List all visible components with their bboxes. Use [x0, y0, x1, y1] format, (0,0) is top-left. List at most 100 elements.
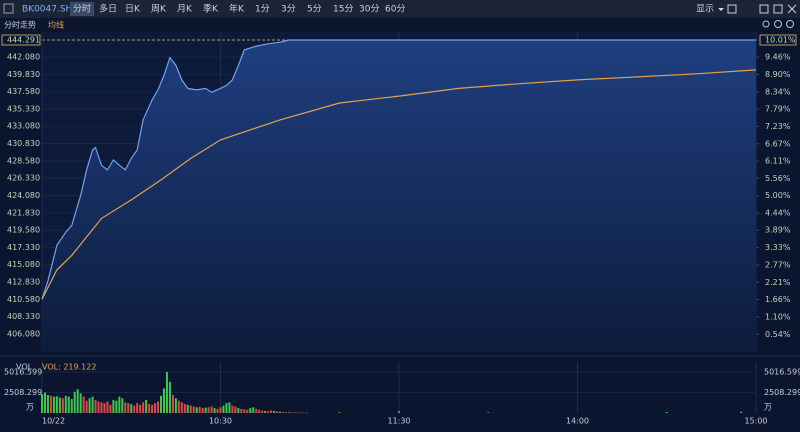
volume-bar — [204, 407, 207, 413]
y-tick-label: 417.330 — [7, 243, 40, 252]
volume-bar — [186, 404, 189, 413]
stock-code: BK0047.SH — [22, 5, 72, 15]
volume-bar — [189, 405, 192, 413]
tab[interactable]: 60分 — [385, 4, 405, 15]
y-tick-label: 442.080 — [7, 53, 40, 62]
volume-bar — [118, 396, 121, 413]
volume-bar — [121, 398, 124, 413]
tab[interactable]: 月K — [177, 4, 193, 15]
volume-bar — [73, 391, 76, 413]
y2-tick-label: 2.21% — [765, 278, 791, 287]
active-tab-bg — [70, 2, 94, 16]
volume-bar — [198, 406, 201, 413]
close-icon[interactable] — [787, 4, 797, 14]
y-tick-label: 406.080 — [7, 329, 40, 338]
volume-bar — [249, 408, 252, 413]
volume-bar — [79, 393, 82, 413]
vol-tick-label: 5016.599 — [4, 367, 42, 376]
menu-icon[interactable] — [3, 3, 14, 14]
checkbox-icon[interactable] — [727, 4, 737, 14]
volume-bar — [290, 412, 293, 413]
volume-bar — [49, 395, 52, 413]
max-icon[interactable] — [773, 4, 783, 14]
volume-bar — [160, 395, 162, 413]
volume-bar — [299, 412, 302, 414]
tab[interactable]: 3分 — [281, 4, 296, 15]
volume-bar — [82, 396, 85, 413]
vol-tick-label: 2508.299 — [4, 388, 42, 397]
volume-bar — [305, 412, 308, 414]
volume-bar — [88, 398, 91, 413]
volume-bar — [94, 399, 97, 413]
vol-label: VOL: 219.122 — [42, 363, 96, 372]
volume-bar — [109, 404, 112, 413]
toolbar — [0, 0, 800, 18]
y2-tick-label: 1.10% — [765, 312, 791, 321]
volume-bar — [222, 405, 225, 413]
tab[interactable]: 周K — [151, 4, 167, 15]
y2-tick-label: 1.66% — [765, 295, 791, 304]
y2-tick-label: 4.44% — [765, 209, 791, 218]
reset-icon[interactable] — [762, 20, 770, 28]
volume-bar — [171, 394, 174, 413]
volume-bar — [487, 412, 490, 413]
tab[interactable]: 15分 — [333, 4, 353, 15]
volume-bar — [165, 372, 168, 413]
volume-bar — [55, 396, 58, 413]
volume-bar — [124, 402, 127, 413]
volume-bar — [216, 408, 219, 413]
y-tick-label: 424.080 — [7, 191, 40, 200]
volume-bar — [270, 410, 273, 413]
volume-bar — [46, 394, 49, 413]
vol-unit: 万 — [764, 403, 772, 412]
legend-entry: 均线 — [48, 20, 64, 30]
tab[interactable]: 多日 — [99, 3, 117, 15]
display-menu[interactable]: 显示 — [696, 4, 714, 15]
dropdown-arrow — [718, 8, 724, 11]
tab[interactable]: 30分 — [359, 4, 379, 15]
tab[interactable]: 分时 — [73, 3, 91, 15]
y2-tick-label: 10.01% — [765, 36, 796, 45]
zoom-out-icon[interactable] — [774, 20, 782, 28]
volume-bar — [177, 400, 180, 413]
y2-tick-label: 6.11% — [765, 157, 791, 166]
volume-bar — [287, 412, 290, 413]
x-tick-label: 14:00 — [566, 417, 589, 426]
volume-bar — [151, 404, 154, 413]
tab[interactable]: 年K — [229, 3, 245, 15]
volume-bar — [85, 400, 88, 413]
tab[interactable]: 5分 — [307, 4, 322, 15]
volume-bar — [67, 396, 70, 413]
volume-bar — [261, 410, 264, 413]
y2-tick-label: 8.90% — [765, 70, 791, 79]
zoom-in-icon[interactable] — [786, 20, 794, 28]
volume-bar — [338, 412, 341, 413]
volume-bar — [100, 402, 103, 413]
volume-bar — [281, 412, 284, 413]
window-icon[interactable] — [759, 4, 769, 14]
volume-bar — [207, 407, 210, 413]
y-tick-label: 428.580 — [7, 156, 40, 165]
y-tick-label: 426.330 — [7, 174, 40, 183]
y-tick-label: 410.580 — [7, 295, 40, 304]
volume-bar — [228, 402, 231, 413]
volume-bar — [284, 412, 287, 413]
volume-bar — [61, 398, 64, 413]
volume-bar — [52, 396, 55, 413]
volume-bar — [148, 403, 151, 413]
volume-bar — [58, 397, 61, 413]
volume-bar — [136, 403, 139, 413]
y2-tick-label: 7.79% — [765, 104, 791, 113]
volume-bar — [255, 408, 258, 413]
volume-bar — [157, 401, 160, 413]
volume-bar — [293, 412, 296, 413]
volume-bar — [243, 409, 246, 413]
tab[interactable]: 季K — [203, 3, 219, 15]
volume-bar — [258, 409, 261, 413]
tab[interactable]: 1分 — [255, 4, 270, 15]
tab[interactable]: 日K — [125, 4, 141, 15]
volume-bar — [665, 412, 668, 413]
legend-entry: 分时走势 — [4, 20, 36, 30]
volume-bar — [210, 406, 213, 413]
